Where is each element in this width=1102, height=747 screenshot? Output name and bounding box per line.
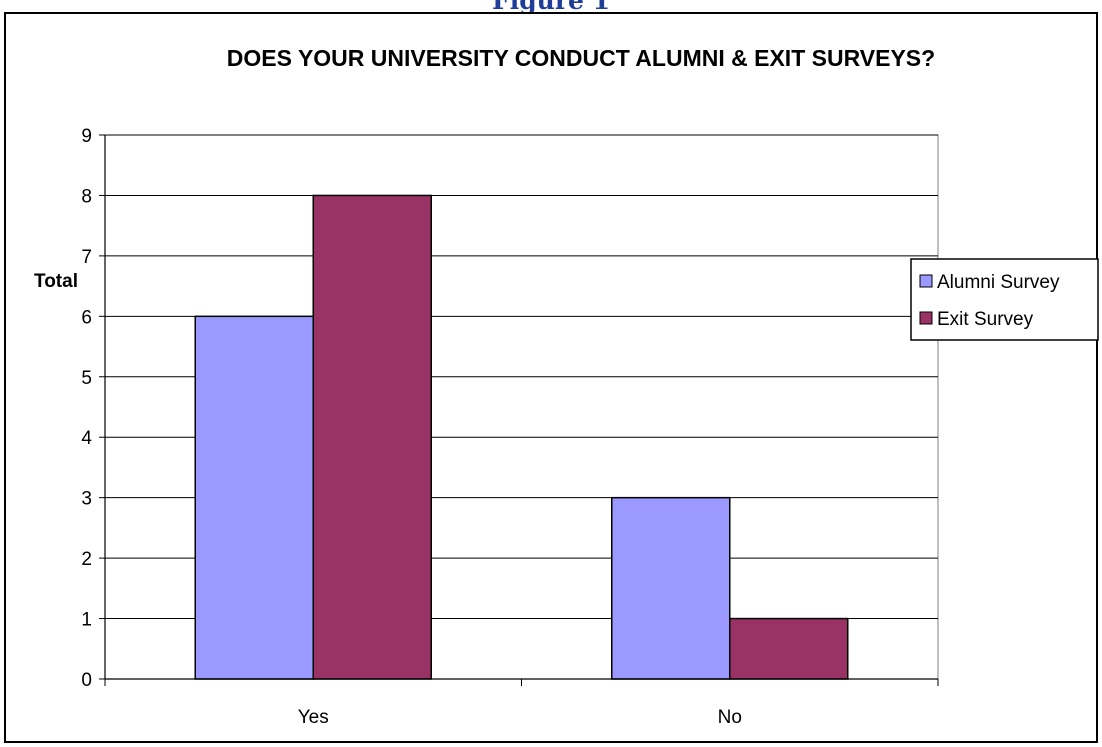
y-axis-label: Total [34, 271, 78, 292]
legend-label-exit-survey: Exit Survey [937, 309, 1034, 330]
x-tick-labels: Yes No [298, 707, 742, 728]
bars [194, 194, 849, 680]
y-tick-label-7: 7 [81, 247, 92, 268]
chart-frame [4, 12, 1098, 743]
y-tick-label-3: 3 [81, 489, 92, 510]
y-tick-label-2: 2 [81, 549, 92, 570]
bar-exit-survey-no [729, 617, 849, 680]
y-tick-label-8: 8 [81, 186, 92, 207]
x-tick-label-no: No [718, 707, 742, 728]
y-tick-labels: 0 1 2 3 4 5 6 7 8 9 [81, 126, 92, 691]
legend-swatch-exit-survey [919, 311, 933, 325]
legend: Alumni Survey Exit Survey [910, 258, 1099, 341]
figure-caption: Figure 1 [491, 0, 611, 15]
y-tick-label-5: 5 [81, 368, 92, 389]
bar-exit-survey-yes [312, 194, 432, 680]
bar-alumni-survey-yes [194, 315, 314, 680]
legend-box [910, 258, 1099, 341]
y-tick-label-4: 4 [81, 428, 92, 449]
y-tick-label-6: 6 [81, 307, 92, 328]
y-tick-label-0: 0 [81, 670, 92, 691]
bar-alumni-survey-no [611, 496, 731, 680]
legend-swatch-alumni-survey [919, 274, 933, 288]
legend-label-alumni-survey: Alumni Survey [937, 272, 1060, 293]
y-tick-label-1: 1 [81, 610, 92, 631]
axes [99, 134, 939, 686]
y-tick-label-9: 9 [81, 126, 92, 147]
x-tick-label-yes: Yes [298, 707, 329, 728]
chart-title: DOES YOUR UNIVERSITY CONDUCT ALUMNI & EX… [227, 45, 935, 71]
